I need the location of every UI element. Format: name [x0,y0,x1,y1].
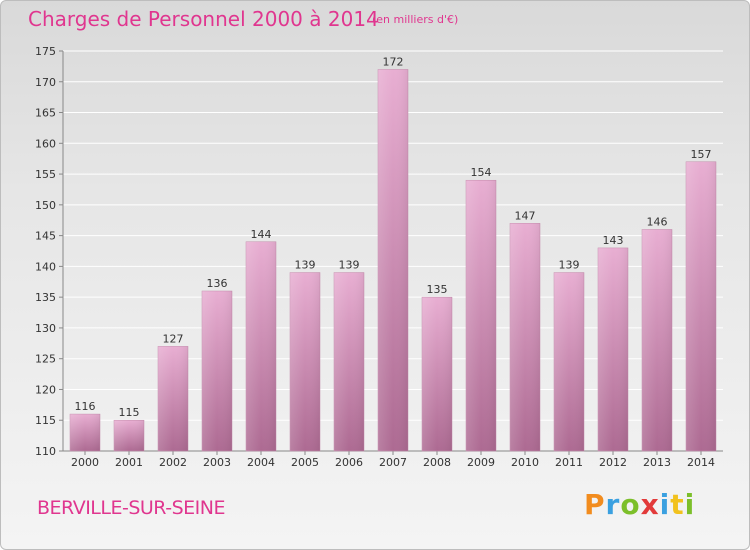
chart-subtitle: (en milliers d'€) [372,13,459,26]
x-tick-label-2002: 2002 [159,456,187,469]
value-label-2000: 116 [75,400,96,413]
bar-shading-2009 [466,180,496,451]
x-tick-label-2011: 2011 [555,456,583,469]
bar-shading-2014 [686,161,716,451]
y-tick-label: 145 [35,230,56,243]
x-tick-label-2013: 2013 [643,456,671,469]
value-label-2012: 143 [603,234,624,247]
x-tick-label-2000: 2000 [71,456,99,469]
x-tick-label-2005: 2005 [291,456,319,469]
x-tick-label-2006: 2006 [335,456,363,469]
bar-shading-2011 [554,272,584,451]
x-tick-label-2003: 2003 [203,456,231,469]
y-tick-label: 160 [35,137,56,150]
x-tick-label-2009: 2009 [467,456,495,469]
x-tick-label-2004: 2004 [247,456,275,469]
bar-shading-2004 [246,241,276,451]
x-tick-label-2001: 2001 [115,456,143,469]
bar-shading-2010 [510,223,540,451]
y-tick-label: 150 [35,199,56,212]
bars [69,69,717,452]
value-label-2014: 157 [691,148,712,161]
x-tick-label-2008: 2008 [423,456,451,469]
y-tick-label: 155 [35,168,56,181]
bar-shading-2006 [334,272,364,451]
y-tick-label: 110 [35,445,56,458]
value-label-2011: 139 [559,259,580,272]
y-tick-label: 120 [35,383,56,396]
y-tick-label: 175 [35,45,56,58]
value-label-2003: 136 [207,277,228,290]
value-label-2010: 147 [515,209,536,222]
commune-name: BERVILLE-SUR-SEINE [37,497,225,519]
value-label-2013: 146 [647,215,668,228]
bar-shading-2001 [114,420,144,451]
value-label-2001: 115 [119,406,140,419]
value-label-2002: 127 [163,332,184,345]
y-tick-label: 115 [35,414,56,427]
value-label-2009: 154 [471,166,492,179]
axes: 110 115 120 125 130 135 140 145 150 155 160 165 170 1… [35,45,723,469]
x-tick-label-2007: 2007 [379,456,407,469]
bar-shading-2002 [158,346,188,451]
bar-shading-2007 [378,69,408,451]
chart-title: Charges de Personnel 2000 à 2014 [28,7,379,31]
y-tick-label: 165 [35,107,56,120]
bar-shading-2003 [202,291,232,451]
bar-shading-2013 [642,229,672,451]
proxiti-logo[interactable]: Proxiti [584,488,696,521]
bar-shading-2008 [422,297,452,451]
bar-shading-2000 [70,414,100,451]
value-label-2004: 144 [251,228,272,241]
value-label-2008: 135 [427,283,448,296]
data-labels: 116 115 127 136 144 139 139 172 135 154 147 139 143 1… [75,55,712,419]
value-label-2006: 139 [339,259,360,272]
bar-shading-2005 [290,272,320,451]
y-tick-label: 130 [35,322,56,335]
bar-shading-2012 [598,247,628,451]
y-tick-label: 140 [35,260,56,273]
value-label-2007: 172 [383,55,404,68]
x-tick-label-2010: 2010 [511,456,539,469]
value-label-2005: 139 [295,259,316,272]
x-tick-label-2012: 2012 [599,456,627,469]
y-tick-label: 125 [35,353,56,366]
y-tick-label: 135 [35,291,56,304]
y-tick-label: 170 [35,76,56,89]
x-tick-label-2014: 2014 [687,456,715,469]
